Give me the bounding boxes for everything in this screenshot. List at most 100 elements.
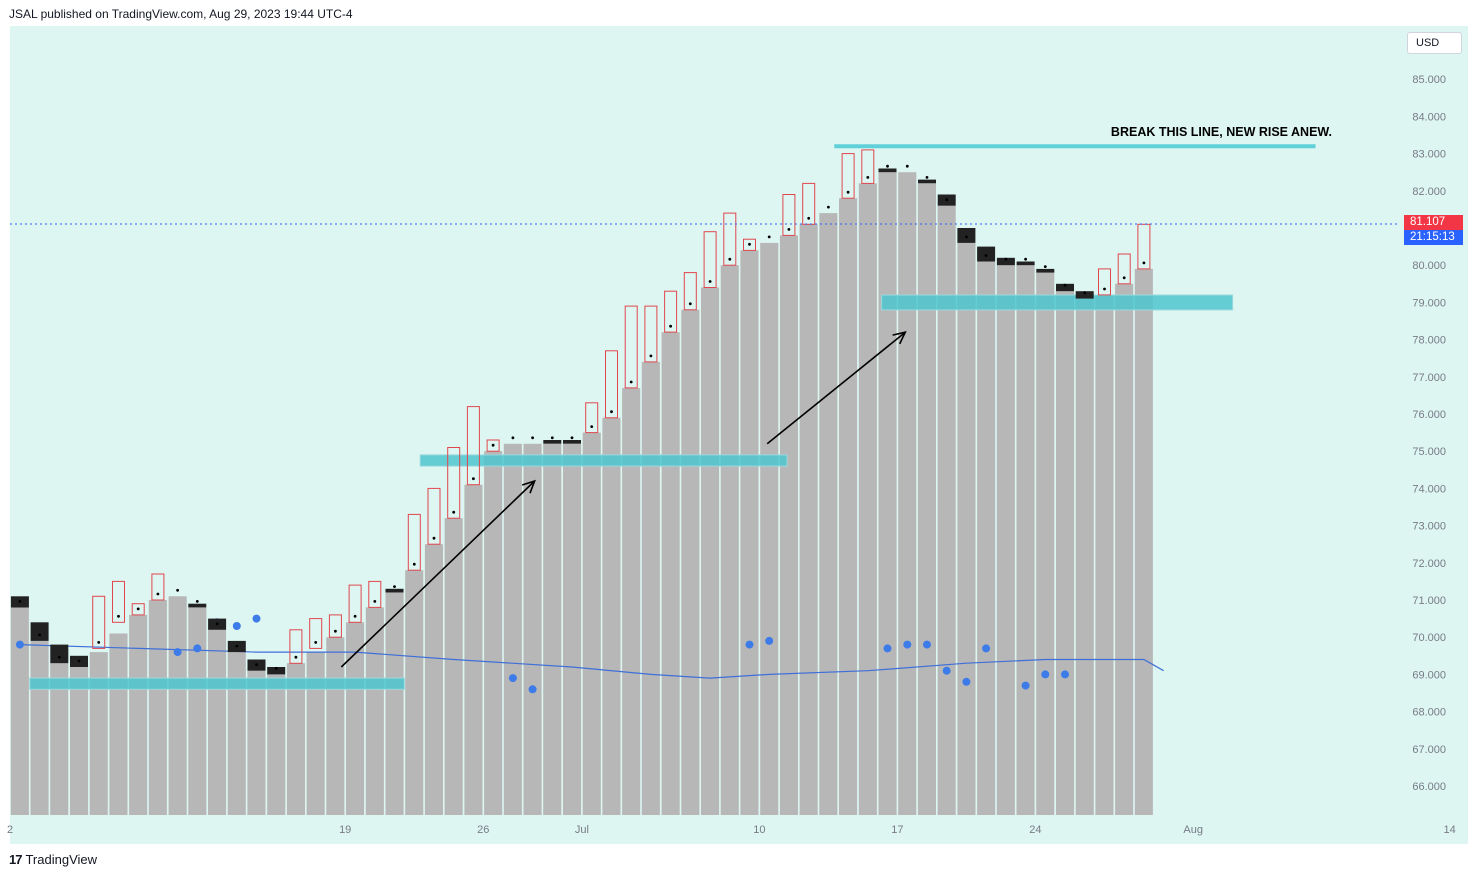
volume-bar [405, 570, 424, 815]
close-marker [629, 380, 633, 384]
x-tick-label: 24 [1029, 824, 1041, 836]
indicator-dot [232, 622, 241, 630]
hollow-candle [683, 272, 697, 311]
hollow-candle [644, 305, 658, 363]
hollow-candle [585, 402, 599, 434]
axes: 66.000 67.000 68.000 69.000 70.000 71.000 72.0… [7, 74, 1456, 836]
volume-bar [30, 640, 49, 815]
dark-candle [957, 228, 976, 243]
close-marker [984, 254, 988, 257]
volume-bar [543, 443, 562, 815]
volume-bar [740, 250, 759, 816]
y-tick-label: 80.000 [1412, 260, 1446, 272]
dark-candle [563, 440, 581, 444]
volume-bar [582, 432, 601, 815]
close-marker [905, 164, 909, 168]
close-marker [412, 562, 416, 566]
volume-bar [760, 242, 779, 815]
x-tick-label: 2 [7, 824, 13, 836]
hollow-candle [92, 595, 106, 649]
volume-bar [641, 361, 660, 815]
hollow-candle [605, 350, 618, 419]
y-tick-label: 66.000 [1412, 781, 1446, 793]
indicator-dot [982, 644, 991, 653]
close-marker [866, 176, 870, 179]
last-price-label: 81.107 [1404, 215, 1463, 231]
hollow-candle [1098, 268, 1111, 296]
close-marker [610, 410, 613, 414]
volume-bar [50, 663, 69, 815]
close-marker [550, 436, 554, 440]
hollow-candle [407, 513, 421, 571]
indicator-dot [923, 640, 931, 649]
x-tick-label: 19 [339, 824, 351, 836]
hollow-candle [841, 153, 855, 199]
y-tick-label: 72.000 [1412, 558, 1446, 570]
y-tick-label: 77.000 [1412, 372, 1446, 384]
hollow-candle [348, 584, 362, 623]
y-tick-label: 69.000 [1412, 669, 1446, 681]
volume-bar [720, 265, 739, 815]
volume-bar [129, 614, 148, 815]
indicator-dot [173, 648, 182, 657]
indicator-dot [1021, 681, 1030, 690]
close-marker [117, 614, 120, 618]
close-marker [590, 425, 594, 428]
volume-bar [799, 224, 818, 816]
close-marker [334, 629, 337, 633]
dark-candle [878, 168, 897, 173]
dark-candle [918, 179, 936, 184]
close-marker [314, 641, 318, 644]
volume-bar [1056, 291, 1075, 815]
volume-bar [484, 451, 503, 815]
close-marker [1142, 261, 1146, 265]
volume-bar [503, 443, 522, 815]
volume-bar [188, 607, 207, 815]
close-marker [708, 280, 712, 283]
dark-candle [385, 588, 404, 593]
close-marker [432, 536, 436, 540]
volume-bar [917, 183, 936, 815]
indicator-dot [528, 685, 537, 694]
close-marker [353, 614, 357, 618]
volume-bar [444, 518, 463, 815]
volume-bar [1075, 298, 1094, 815]
close-marker [393, 585, 396, 588]
indicator-dot [1061, 670, 1069, 679]
close-marker [649, 354, 653, 358]
close-marker [827, 205, 830, 209]
y-tick-label: 71.000 [1412, 595, 1446, 607]
volume-bar [602, 417, 621, 815]
volume-bar [89, 652, 108, 815]
footer-brand[interactable]: 17 TradingView [9, 852, 97, 867]
close-marker [511, 436, 515, 440]
hollow-candle [131, 603, 145, 616]
currency-button[interactable]: USD [1407, 32, 1462, 54]
indicator-dot [765, 636, 774, 645]
volume-bar [424, 544, 443, 815]
close-marker [373, 600, 377, 603]
close-marker [136, 607, 140, 611]
hollow-candle [151, 573, 165, 601]
dark-candle [996, 257, 1015, 266]
close-marker [1063, 283, 1067, 287]
dark-candle [1056, 283, 1074, 292]
indicator-dot [962, 677, 971, 686]
volume-bar [168, 596, 187, 815]
volume-bar [839, 198, 858, 815]
indicator-dot [903, 640, 912, 649]
hollow-candle [427, 487, 441, 545]
footer-brand-label: TradingView [25, 852, 98, 867]
indicator-dot [745, 640, 754, 649]
volume-bar [996, 265, 1015, 815]
hollow-candle [624, 305, 638, 389]
volume-bar [858, 183, 877, 815]
y-tick-label: 82.000 [1412, 186, 1446, 198]
dark-candle [30, 622, 49, 641]
volume-bar [1036, 272, 1055, 816]
publish-info: JSAL published on TradingView.com, Aug 2… [9, 7, 353, 21]
hollow-candle [782, 194, 796, 236]
close-marker [767, 235, 771, 239]
y-tick-label: 85.000 [1412, 74, 1446, 86]
